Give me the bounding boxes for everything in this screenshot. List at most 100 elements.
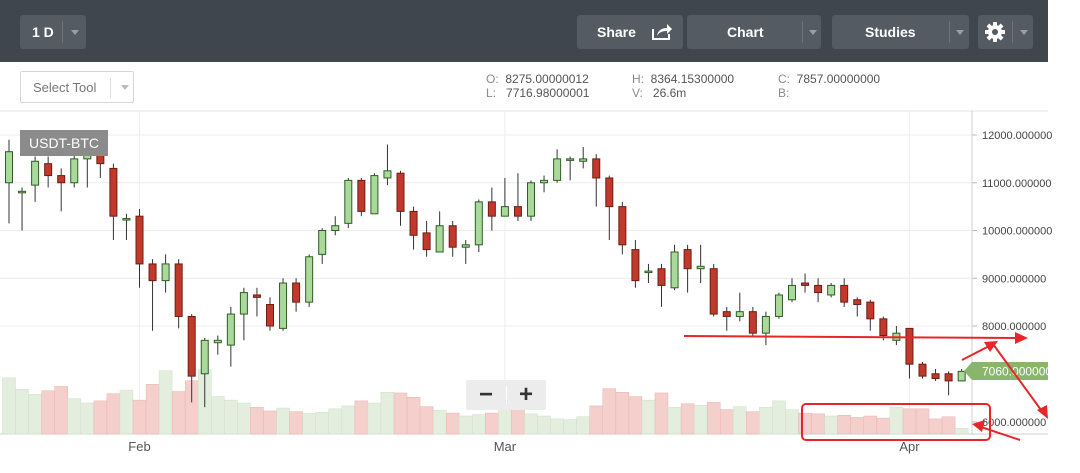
candle <box>357 177 366 217</box>
low-value: 7716.98000001 <box>506 86 590 100</box>
studies-label: Studies <box>865 24 916 40</box>
high-label: H: <box>632 72 644 86</box>
volume-bar <box>472 414 486 435</box>
zoom-control: − + <box>466 380 546 410</box>
volume-bar <box>837 415 851 435</box>
volume-bar <box>576 416 590 435</box>
volume-bar <box>106 393 121 435</box>
candle <box>409 206 418 250</box>
candle <box>761 311 770 346</box>
settings-button[interactable] <box>978 15 1033 49</box>
open-value: 8275.00000012 <box>505 72 589 86</box>
volume-bar <box>54 386 68 435</box>
ohlc-readout-col3: C: 7857.00000000 B: <box>778 72 880 100</box>
volume-bar <box>119 389 134 435</box>
volume-bar <box>798 412 812 435</box>
volume-bar <box>302 412 316 435</box>
share-button[interactable]: Share <box>577 15 683 49</box>
candle <box>500 177 509 217</box>
volume-bar <box>367 402 382 435</box>
annotation-line <box>977 425 1021 441</box>
candle <box>657 263 666 307</box>
volume-bar <box>733 406 747 435</box>
candle <box>109 163 118 241</box>
volume-bar <box>171 391 186 435</box>
y-tick-label: 10000.000000 <box>982 226 1052 238</box>
volume-bar <box>537 415 551 435</box>
annotation-line <box>683 335 1023 339</box>
candle <box>709 263 718 317</box>
candle <box>474 199 483 252</box>
y-tick-label: 11000.000000 <box>982 178 1052 190</box>
x-tick-label: Feb <box>128 439 150 454</box>
volume-bar <box>485 412 499 435</box>
volume-bar <box>615 391 630 435</box>
candle <box>70 154 79 188</box>
candle <box>318 228 327 264</box>
volume-bar <box>954 427 969 435</box>
zoom-out-button[interactable]: − <box>478 381 493 408</box>
low-label: L: <box>486 86 497 100</box>
volume-bar <box>158 370 173 435</box>
volume-bar <box>589 405 603 435</box>
candle <box>696 244 705 284</box>
candle <box>801 273 810 293</box>
chevron-down-icon <box>809 30 817 35</box>
volume-bar <box>915 408 930 435</box>
candle <box>461 240 470 264</box>
arrowhead-icon <box>1015 332 1028 344</box>
arrowhead-icon <box>972 420 985 432</box>
candle <box>135 209 144 288</box>
select-tool-dropdown[interactable]: Select Tool <box>20 71 134 103</box>
last-price-badge: 7060.000000 <box>964 362 1052 380</box>
volume-bar <box>876 417 891 435</box>
candle <box>918 361 927 379</box>
candle <box>553 149 562 183</box>
b-label: B: <box>778 86 790 100</box>
candle <box>774 292 783 319</box>
volume-bar <box>315 412 329 435</box>
volume-bar <box>354 400 369 435</box>
volume-bar <box>720 409 734 435</box>
ohlc-readout-col2: H: 8364.15300000 V: 26.6m <box>632 72 734 100</box>
candle <box>670 244 679 291</box>
candle <box>122 213 131 241</box>
candle <box>396 170 405 226</box>
volume-bar <box>459 415 473 435</box>
candle <box>540 175 549 193</box>
volume-bar <box>419 406 434 435</box>
volume-bar <box>811 413 825 435</box>
candle <box>239 287 248 341</box>
ohlc-readout-col1: O: 8275.00000012 L: 7716.98000001 <box>486 72 589 100</box>
volume-bar <box>693 404 708 435</box>
volume-bar <box>563 419 577 435</box>
share-icon <box>652 24 672 40</box>
volume-bar <box>328 408 342 435</box>
volume-bar <box>941 416 956 435</box>
candle <box>827 283 836 298</box>
candle <box>527 180 535 221</box>
studies-dropdown[interactable]: Studies <box>832 15 969 49</box>
top-toolbar: 1 D Share Chart Studies <box>0 0 1048 62</box>
volume-bar <box>15 389 29 435</box>
interval-label: 1 D <box>32 24 54 40</box>
volume-bar <box>263 410 277 435</box>
interval-dropdown[interactable]: 1 D <box>20 15 86 49</box>
gear-icon <box>985 22 1005 42</box>
candle <box>18 187 27 231</box>
chevron-down-icon <box>1020 30 1028 35</box>
volume-bar <box>654 392 669 435</box>
volume-bar <box>67 398 81 435</box>
volume-bar <box>706 402 721 435</box>
candle <box>944 371 953 396</box>
candle <box>331 216 340 236</box>
chart-type-dropdown[interactable]: Chart <box>687 15 821 49</box>
candle <box>853 297 862 317</box>
zoom-in-button[interactable]: + <box>518 381 533 408</box>
candle <box>631 240 640 288</box>
candle <box>788 278 796 303</box>
candle <box>226 306 235 367</box>
volume-bar <box>928 418 943 435</box>
arrowhead-icon <box>1037 405 1048 419</box>
